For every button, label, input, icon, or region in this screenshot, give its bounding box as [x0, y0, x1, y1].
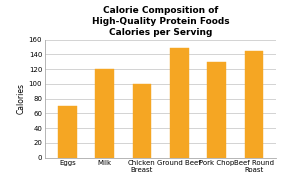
Bar	[133, 84, 151, 158]
Bar	[170, 49, 189, 158]
Bar	[207, 62, 226, 158]
Y-axis label: Calories: Calories	[17, 83, 26, 114]
Bar	[95, 69, 114, 158]
Bar	[58, 106, 77, 158]
Title: Calorie Composition of
High-Quality Protein Foods
Calories per Serving: Calorie Composition of High-Quality Prot…	[92, 6, 230, 37]
Bar	[245, 51, 263, 158]
